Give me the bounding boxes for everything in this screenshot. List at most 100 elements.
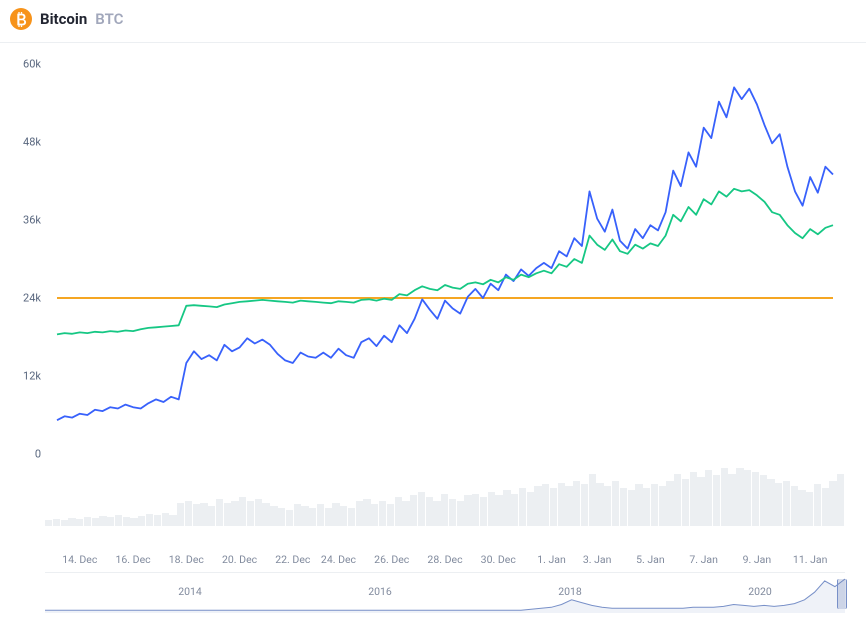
volume-bar xyxy=(317,504,324,526)
overview-fill xyxy=(45,579,845,613)
volume-bar xyxy=(783,481,790,526)
x-axis-label: 3. Jan xyxy=(583,553,612,566)
volume-bar xyxy=(635,484,642,526)
volume-bar xyxy=(426,497,433,526)
y-axis-label: 24k xyxy=(15,292,41,305)
volume-bar xyxy=(480,497,487,526)
x-axis-label: 26. Dec xyxy=(374,553,409,566)
volume-bar xyxy=(596,483,603,526)
volume-bar xyxy=(379,501,386,526)
volume-bar xyxy=(146,514,153,526)
volume-bar xyxy=(837,474,844,526)
x-axis-label: 9. Jan xyxy=(743,553,772,566)
volume-bar xyxy=(457,501,464,526)
volume-bar xyxy=(565,486,572,526)
volume-bar xyxy=(495,495,502,526)
volume-bar xyxy=(325,508,332,526)
x-axis-label: 24. Dec xyxy=(321,553,356,566)
overview-svg xyxy=(45,573,845,613)
volume-bar xyxy=(760,475,767,526)
volume-bar xyxy=(200,503,207,526)
volume-bar xyxy=(542,484,549,526)
volume-bar xyxy=(84,517,91,526)
volume-bar xyxy=(581,484,588,526)
x-axis-label: 5. Jan xyxy=(636,553,665,566)
volume-bar xyxy=(806,492,813,526)
price-chart-svg xyxy=(45,64,845,454)
volume-bar xyxy=(76,519,83,526)
volume-bar xyxy=(99,516,106,526)
volume-bar xyxy=(534,486,541,526)
x-axis-label: 1. Jan xyxy=(537,553,566,566)
volume-bar xyxy=(464,495,471,526)
volume-bar xyxy=(775,483,782,526)
volume-bar xyxy=(651,484,658,526)
bitcoin-glyph-icon xyxy=(15,12,28,27)
x-axis-label: 16. Dec xyxy=(116,553,151,566)
overview-year-label: 2016 xyxy=(368,585,392,598)
overview-chart[interactable]: 2014201620182020 xyxy=(45,572,845,612)
volume-bar xyxy=(488,492,495,526)
volume-bar xyxy=(123,517,130,526)
volume-bar xyxy=(728,474,735,526)
overview-year-label: 2020 xyxy=(748,585,772,598)
volume-bar xyxy=(822,488,829,526)
volume-bar xyxy=(643,488,650,526)
chart-container: Bitcoin BTC 012k24k36k48k60k14. Dec16. D… xyxy=(0,0,866,625)
volume-bar xyxy=(441,494,448,527)
series-volume-line xyxy=(57,189,833,335)
x-axis-label: 14. Dec xyxy=(62,553,97,566)
volume-bar xyxy=(216,499,223,526)
series-price xyxy=(57,87,833,420)
volume-bar xyxy=(208,506,215,526)
volume-bar xyxy=(169,515,176,526)
volume-bar xyxy=(294,504,301,526)
volume-bar xyxy=(278,508,285,526)
volume-bar xyxy=(138,516,145,526)
volume-bar xyxy=(371,504,378,526)
volume-bar xyxy=(154,515,161,526)
volume-bar xyxy=(410,495,417,526)
coin-ticker: BTC xyxy=(95,10,123,28)
volume-bar xyxy=(53,519,60,526)
volume-bar xyxy=(107,517,114,526)
volume-bar xyxy=(387,504,394,526)
volume-bar xyxy=(620,488,627,526)
volume-bar xyxy=(791,486,798,526)
volume-bar xyxy=(682,479,689,526)
overview-year-label: 2018 xyxy=(558,585,582,598)
volume-bar xyxy=(519,488,526,526)
volume-bar xyxy=(418,492,425,526)
volume-bar xyxy=(231,501,238,526)
price-chart[interactable]: 012k24k36k48k60k14. Dec16. Dec18. Dec20.… xyxy=(45,64,845,454)
x-axis-label: 30. Dec xyxy=(481,553,516,566)
volume-bar xyxy=(130,518,137,526)
volume-bar xyxy=(332,503,339,526)
volume-bar xyxy=(573,481,580,526)
volume-bar xyxy=(239,497,246,526)
volume-bar xyxy=(628,490,635,526)
volume-bar xyxy=(612,481,619,526)
volume-bar xyxy=(449,499,456,526)
range-handle-right[interactable] xyxy=(837,579,847,609)
overview-line xyxy=(45,579,845,610)
volume-bar xyxy=(472,494,479,527)
x-axis-label: 7. Jan xyxy=(689,553,718,566)
volume-bar xyxy=(162,513,169,526)
volume-bar xyxy=(348,508,355,526)
volume-bar xyxy=(674,474,681,526)
x-axis-label: 20. Dec xyxy=(222,553,257,566)
volume-bar xyxy=(433,501,440,526)
volume-bar xyxy=(829,481,836,526)
volume-chart[interactable] xyxy=(45,458,845,526)
volume-bar xyxy=(247,501,254,526)
volume-bar xyxy=(503,490,510,526)
volume-bar xyxy=(550,488,557,526)
volume-bar xyxy=(752,472,759,526)
volume-bar xyxy=(604,486,611,526)
x-axis-label: 18. Dec xyxy=(169,553,204,566)
volume-bar xyxy=(713,475,720,526)
volume-bar xyxy=(527,492,534,526)
volume-bar xyxy=(511,494,518,527)
volume-bar xyxy=(45,520,52,526)
